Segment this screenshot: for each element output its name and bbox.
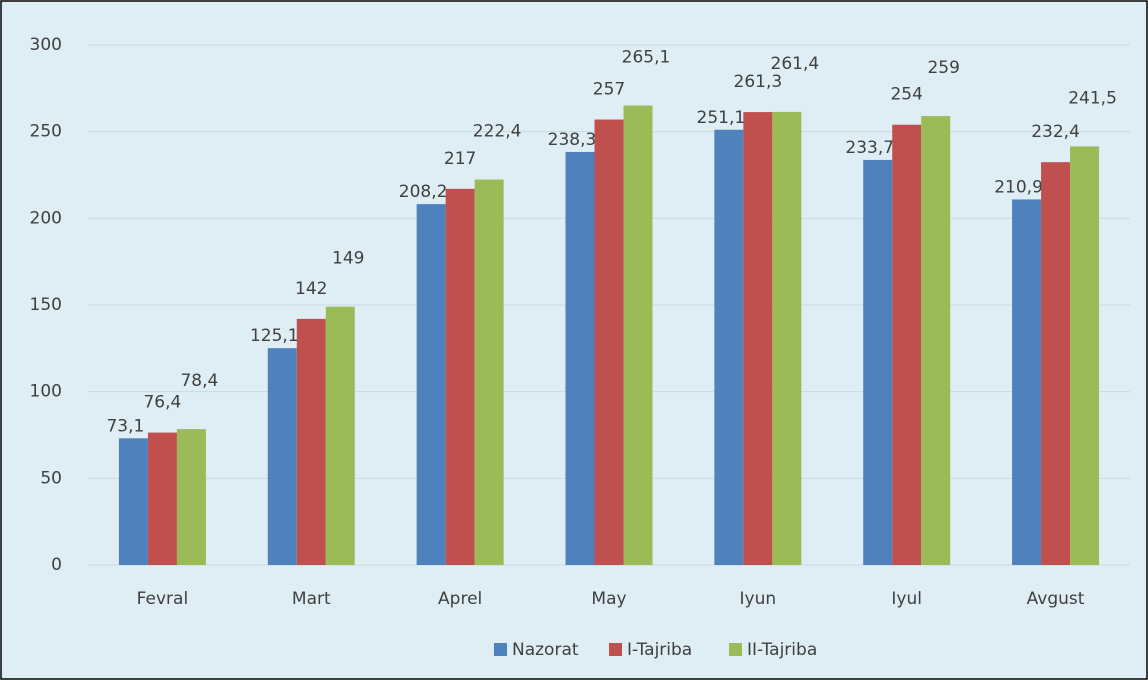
value-label: 238,3 xyxy=(548,130,597,150)
value-label: 261,4 xyxy=(771,54,820,74)
y-tick-label: 300 xyxy=(30,35,62,55)
bar xyxy=(147,432,177,565)
x-tick-label: Mart xyxy=(292,589,331,609)
bar xyxy=(863,159,893,566)
x-tick-label: Avgust xyxy=(1027,589,1085,609)
value-label: 73,1 xyxy=(106,416,144,436)
value-label: 257 xyxy=(593,80,625,100)
bar xyxy=(474,179,504,566)
x-tick-label: Aprel xyxy=(438,589,482,609)
legend-swatch xyxy=(729,643,742,656)
value-label: 208,2 xyxy=(399,182,448,202)
bar xyxy=(594,119,624,566)
bar xyxy=(296,318,326,565)
value-label: 232,4 xyxy=(1031,122,1080,142)
value-label: 125,1 xyxy=(250,326,299,346)
y-tick-label: 50 xyxy=(40,468,62,488)
bar xyxy=(892,124,922,565)
x-tick-label: Fevral xyxy=(137,589,189,609)
bar xyxy=(267,348,297,565)
y-tick-label: 0 xyxy=(51,555,62,575)
value-label: 76,4 xyxy=(143,393,181,413)
bar xyxy=(445,188,475,565)
bar xyxy=(623,105,653,565)
bar xyxy=(416,204,446,565)
value-label: 78,4 xyxy=(180,371,218,391)
value-label: 222,4 xyxy=(473,122,522,142)
value-label: 149 xyxy=(332,249,364,269)
bar xyxy=(565,151,595,566)
bar xyxy=(1012,199,1042,565)
bar xyxy=(1041,162,1071,565)
value-label: 142 xyxy=(295,279,327,299)
y-tick-label: 150 xyxy=(30,295,62,315)
x-tick-label: Iyun xyxy=(740,589,777,609)
value-label: 217 xyxy=(444,149,476,169)
bar xyxy=(772,111,802,565)
y-tick-label: 250 xyxy=(30,122,62,142)
bar xyxy=(714,129,744,565)
bar xyxy=(325,306,355,565)
y-tick-label: 100 xyxy=(30,382,62,402)
bar xyxy=(743,112,773,565)
value-label: 210,9 xyxy=(994,177,1043,197)
y-tick-label: 200 xyxy=(30,208,62,228)
value-label: 259 xyxy=(927,58,959,78)
x-tick-label: Iyul xyxy=(891,589,922,609)
value-label: 241,5 xyxy=(1068,88,1117,108)
legend-label: I-Tajriba xyxy=(627,640,692,660)
legend-label: II-Tajriba xyxy=(747,640,817,660)
legend-swatch xyxy=(494,643,507,656)
value-label: 233,7 xyxy=(845,138,894,158)
bar xyxy=(921,116,951,566)
value-label: 261,3 xyxy=(734,72,783,92)
bar xyxy=(176,429,206,565)
legend-swatch xyxy=(609,643,622,656)
bar xyxy=(1070,146,1100,565)
x-tick-label: May xyxy=(591,589,626,609)
legend-label: Nazorat xyxy=(512,640,579,660)
value-label: 265,1 xyxy=(622,47,671,67)
value-label: 254 xyxy=(890,85,922,105)
bar xyxy=(118,438,148,565)
value-label: 251,1 xyxy=(697,108,746,128)
